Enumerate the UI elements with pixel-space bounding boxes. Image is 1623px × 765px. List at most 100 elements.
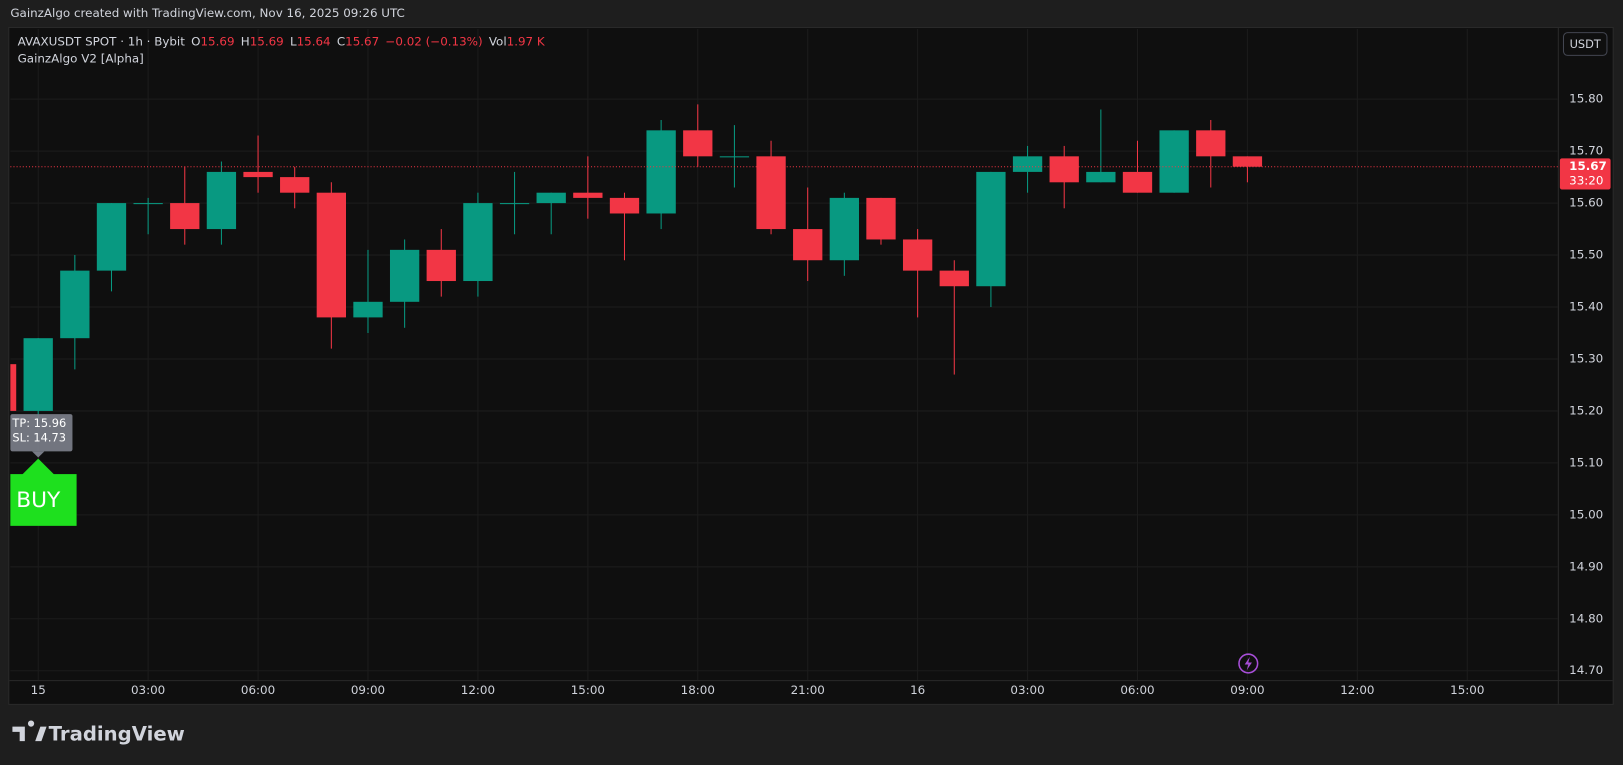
y-tick-label: 15.40	[1569, 300, 1603, 314]
candle	[170, 166, 200, 245]
candle-body	[1049, 156, 1079, 183]
candle-body	[646, 130, 676, 214]
last-price-label: 15.67	[1569, 159, 1607, 173]
logo-text: TradingView	[49, 722, 185, 745]
candle	[243, 135, 273, 193]
candle	[206, 161, 237, 245]
x-tick-label: 12:00	[461, 683, 495, 697]
y-tick-label: 15.00	[1569, 507, 1603, 521]
candle	[426, 229, 456, 297]
y-tick-label: 15.30	[1569, 351, 1603, 365]
tradingview-logo: TradingView	[12, 720, 185, 745]
y-tick-label: 14.80	[1569, 611, 1603, 625]
y-tick-label: 15.80	[1569, 92, 1603, 106]
signal-tp: TP: 15.96	[11, 416, 66, 430]
x-tick-label: 18:00	[681, 683, 715, 697]
currency-label[interactable]: USDT	[1570, 37, 1601, 51]
candle	[573, 156, 603, 219]
candle-body	[133, 203, 163, 205]
candle	[96, 203, 127, 292]
candle-body	[10, 364, 17, 411]
candle-body	[353, 301, 383, 318]
signal-tooltip	[10, 414, 73, 452]
y-tick-label: 15.70	[1569, 144, 1603, 158]
symbol-legend: AVAXUSDT SPOT · 1h · Bybit O15.69 H15.69 L1…	[18, 34, 546, 48]
candle-body	[170, 203, 200, 230]
candle-body	[683, 130, 713, 157]
legend-key: L	[290, 34, 297, 48]
candle	[23, 338, 53, 422]
candle	[902, 229, 933, 318]
candle-body	[280, 177, 310, 193]
candle-body	[866, 197, 896, 240]
candle	[536, 192, 566, 235]
x-tick-label: 15	[31, 683, 46, 697]
candle-body	[463, 203, 493, 282]
candle-body	[206, 171, 237, 230]
y-tick-label: 15.60	[1569, 196, 1603, 210]
y-tick-label: 15.20	[1569, 403, 1603, 417]
lightning-bolt	[1244, 656, 1252, 671]
lightning-icon[interactable]	[1238, 653, 1259, 674]
volume-value: 1.97 K	[507, 34, 546, 48]
candle-body	[60, 270, 90, 339]
symbol: AVAXUSDT SPOT · 1h · Bybit	[18, 34, 186, 48]
candle	[1159, 130, 1189, 193]
candle-body	[536, 192, 566, 204]
candle-body	[499, 203, 530, 205]
x-tick-label: 16	[910, 683, 925, 697]
signal-arrow	[21, 458, 55, 476]
candle	[353, 249, 383, 333]
signal-label: BUY	[16, 488, 61, 513]
candle-body	[719, 156, 750, 158]
x-tick-label: 12:00	[1340, 683, 1374, 697]
candle-body	[902, 239, 933, 271]
x-tick-label: 09:00	[1230, 683, 1264, 697]
y-tick-label: 14.90	[1569, 559, 1603, 573]
candle-body	[939, 270, 969, 287]
x-tick-label: 06:00	[1120, 683, 1154, 697]
y-tick-label: 15.50	[1569, 248, 1603, 262]
candle-body	[609, 197, 640, 214]
candle	[133, 197, 163, 235]
candle-body	[1086, 171, 1116, 183]
candle	[683, 104, 713, 167]
legend-value: 15.67	[345, 34, 379, 48]
candle	[1049, 145, 1079, 209]
currency-button[interactable]	[1562, 32, 1608, 56]
legend-value: 15.64	[297, 34, 331, 48]
candle	[389, 239, 420, 328]
volume-key: Vol	[489, 34, 507, 48]
candle-body	[1159, 130, 1189, 193]
candle-body	[573, 192, 603, 198]
candle-body	[1196, 130, 1226, 157]
candle	[316, 182, 347, 349]
legend-key: H	[241, 34, 250, 48]
x-tick-label: 06:00	[241, 683, 275, 697]
legend-key: O	[191, 34, 200, 48]
candle-body	[96, 203, 127, 271]
candle-body	[793, 229, 823, 261]
candle-body	[1122, 171, 1153, 193]
tooltip-pointer	[31, 451, 45, 458]
candle	[10, 364, 17, 411]
indicator-name: GainzAlgo V2 [Alpha]	[18, 52, 144, 66]
candle	[1012, 145, 1043, 193]
candle-body	[316, 192, 347, 318]
x-tick-label: 21:00	[791, 683, 825, 697]
legend-value: 15.69	[200, 34, 234, 48]
candle	[976, 171, 1006, 308]
candle	[646, 119, 676, 230]
candle	[1086, 109, 1116, 183]
candle	[463, 192, 493, 297]
x-tick-label: 03:00	[1010, 683, 1044, 697]
legend-change: −0.02 (−0.13%)	[385, 34, 482, 48]
last-price-tag	[1559, 158, 1611, 190]
candle	[499, 171, 530, 235]
signal-box	[10, 474, 77, 526]
countdown-label: 33:20	[1569, 174, 1603, 188]
header: GainzAlgo created with TradingView.com, …	[10, 6, 405, 20]
chart-frame	[8, 26, 1614, 705]
